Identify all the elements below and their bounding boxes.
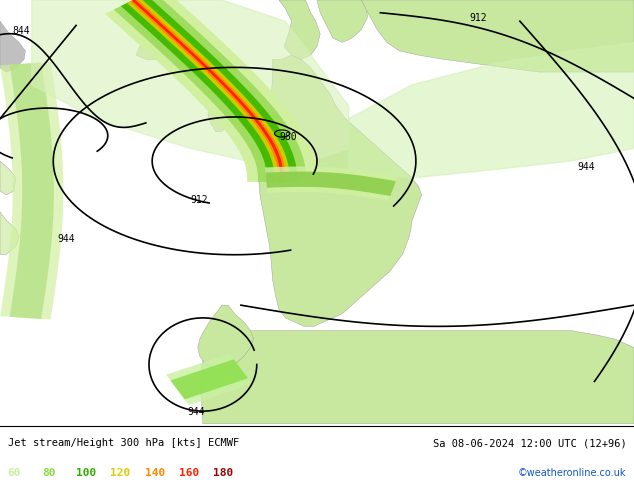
- Text: 844: 844: [13, 26, 30, 36]
- Polygon shape: [105, 0, 317, 183]
- Text: 120: 120: [110, 468, 131, 478]
- Text: 912: 912: [190, 196, 208, 205]
- Polygon shape: [317, 0, 368, 43]
- Text: 944: 944: [577, 162, 595, 172]
- Text: 80: 80: [42, 468, 55, 478]
- Text: 100: 100: [76, 468, 96, 478]
- Polygon shape: [349, 43, 634, 178]
- Polygon shape: [208, 93, 228, 131]
- Polygon shape: [200, 331, 634, 424]
- Polygon shape: [113, 0, 306, 183]
- Polygon shape: [10, 62, 54, 319]
- Text: 60: 60: [8, 468, 21, 478]
- Polygon shape: [198, 305, 254, 369]
- Polygon shape: [0, 212, 19, 254]
- Polygon shape: [32, 0, 349, 170]
- Text: 160: 160: [179, 468, 199, 478]
- Text: Jet stream/Height 300 hPa [kts] ECMWF: Jet stream/Height 300 hPa [kts] ECMWF: [8, 439, 239, 448]
- Polygon shape: [121, 0, 297, 182]
- Polygon shape: [130, 0, 286, 182]
- Text: 912: 912: [469, 13, 487, 23]
- Polygon shape: [166, 354, 252, 405]
- Polygon shape: [265, 167, 398, 201]
- Text: 140: 140: [145, 468, 165, 478]
- Polygon shape: [0, 161, 16, 195]
- Text: 180: 180: [213, 468, 233, 478]
- Polygon shape: [361, 0, 634, 72]
- Polygon shape: [171, 359, 248, 399]
- Polygon shape: [0, 21, 25, 72]
- Text: Sa 08-06-2024 12:00 UTC (12+96): Sa 08-06-2024 12:00 UTC (12+96): [432, 439, 626, 448]
- Text: ©weatheronline.co.uk: ©weatheronline.co.uk: [518, 468, 626, 478]
- Polygon shape: [132, 0, 283, 182]
- Polygon shape: [259, 55, 422, 326]
- Text: 944: 944: [187, 407, 205, 417]
- Polygon shape: [279, 0, 320, 59]
- Polygon shape: [136, 43, 160, 59]
- Text: 980: 980: [279, 132, 297, 142]
- Text: 944: 944: [57, 234, 75, 244]
- Polygon shape: [0, 62, 63, 319]
- Polygon shape: [266, 172, 396, 196]
- Polygon shape: [127, 0, 290, 182]
